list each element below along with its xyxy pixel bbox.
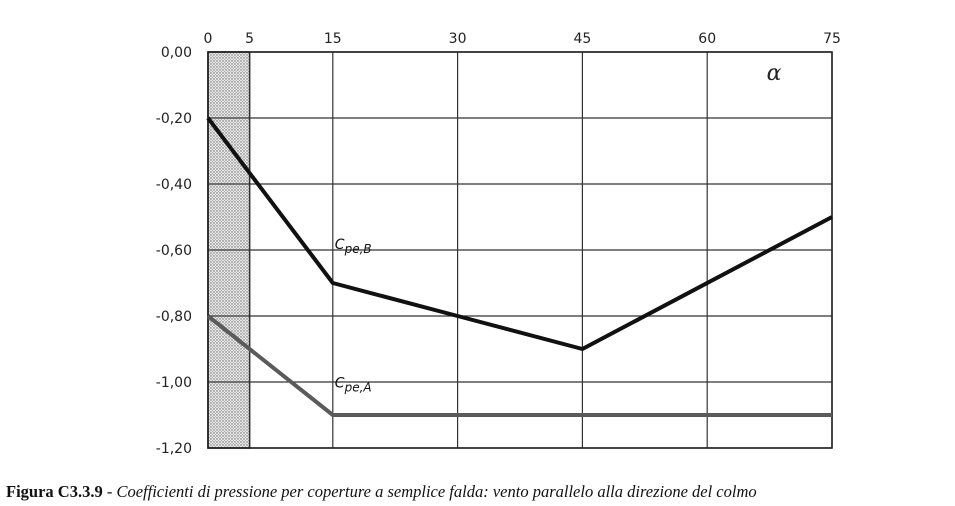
x-tick-label-75: 75 (823, 31, 841, 47)
figure-caption: Figura C3.3.9 - Coefficienti di pression… (6, 482, 951, 502)
y-tick-label-4: -0,80 (156, 309, 192, 325)
y-tick-label-3: -0,60 (156, 243, 192, 259)
series-line-peb (206, 116, 833, 351)
plot-frame (207, 51, 833, 449)
series-label-peb: Cpe,B (335, 237, 372, 256)
caption-separator: - (102, 482, 117, 501)
x-tick-label-0: 0 (204, 31, 213, 47)
series-label-pea: Cpe,A (335, 376, 372, 395)
caption-label: Figura C3.3.9 (6, 482, 103, 501)
x-tick-label-45: 45 (573, 31, 591, 47)
y-tick-label-0: 0,00 (161, 45, 192, 61)
x-axis-label: α (767, 61, 782, 86)
pressure-coefficient-chart: 0 5 15 30 45 60 75 0,00 -0,20 -0,40 -0,60 -0,80 -1,0… (156, 31, 841, 457)
x-tick-label-15: 15 (324, 31, 342, 47)
x-tick-label-5: 5 (245, 31, 254, 47)
y-tick-label-5: -1,00 (156, 375, 192, 391)
y-tick-label-1: -0,20 (156, 111, 192, 127)
y-tick-label-6: -1,20 (156, 441, 192, 457)
x-tick-label-30: 30 (449, 31, 467, 47)
x-tick-label-60: 60 (698, 31, 716, 47)
caption-text: Coefficienti di pressione per coperture … (116, 482, 757, 501)
y-tick-label-2: -0,40 (156, 177, 192, 193)
